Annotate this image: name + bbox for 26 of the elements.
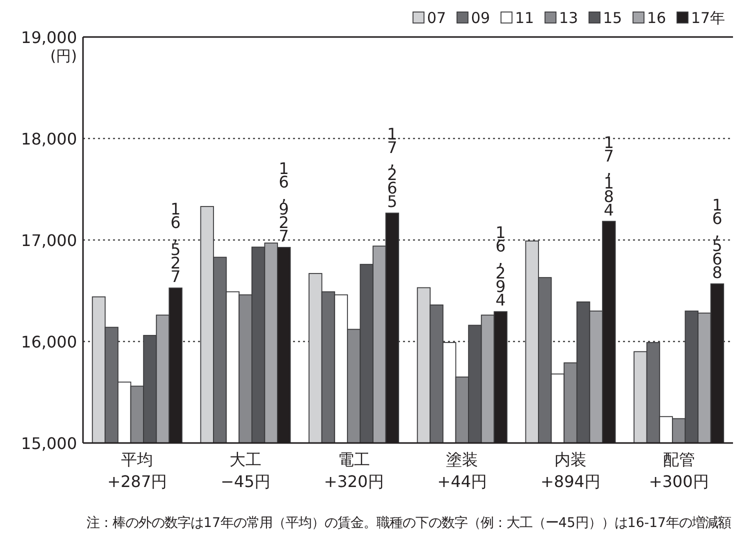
data-label: 17,265 <box>387 124 398 212</box>
x-tick-label: 電工 +320円 <box>324 450 384 491</box>
x-tick-label: 平均 +287円 <box>107 450 168 491</box>
y-tick-label: 17,000 <box>21 231 77 250</box>
x-tick-label: 配管 +300円 <box>648 450 709 491</box>
y-axis-title: (円) <box>50 47 77 65</box>
legend-label: 16 <box>647 9 666 27</box>
text: 注：棒の外の数字は17年の常用（平均）の賃金。職種の下の数字（例：大工（ー45円））は16-17年の増減額 <box>86 515 731 531</box>
y-tick-label: 16,000 <box>21 332 77 352</box>
y-tick-label: 19,000 <box>21 28 77 47</box>
data-label: 16,527 <box>170 200 181 286</box>
data-label: 16,927 <box>278 158 289 246</box>
x-tick-label: 内装 +894円 <box>540 450 600 491</box>
y-tick-label: 15,000 <box>21 434 77 453</box>
x-tick-label: 塗装 +44円 <box>437 450 488 491</box>
legend-label: 17年 <box>691 9 726 27</box>
x-tick-label: 大工 −45円 <box>220 450 270 491</box>
data-label: 16,568 <box>712 195 722 282</box>
y-tick-label: 18,000 <box>21 130 77 148</box>
legend-label: 09 <box>471 9 490 27</box>
data-label: 17,184 <box>604 132 614 220</box>
legend-label: 07 <box>427 9 446 27</box>
legend-label: 15 <box>603 9 622 27</box>
data-label: 16,294 <box>495 223 506 310</box>
legend-label: 13 <box>559 9 578 27</box>
legend-label: 11 <box>515 9 534 27</box>
